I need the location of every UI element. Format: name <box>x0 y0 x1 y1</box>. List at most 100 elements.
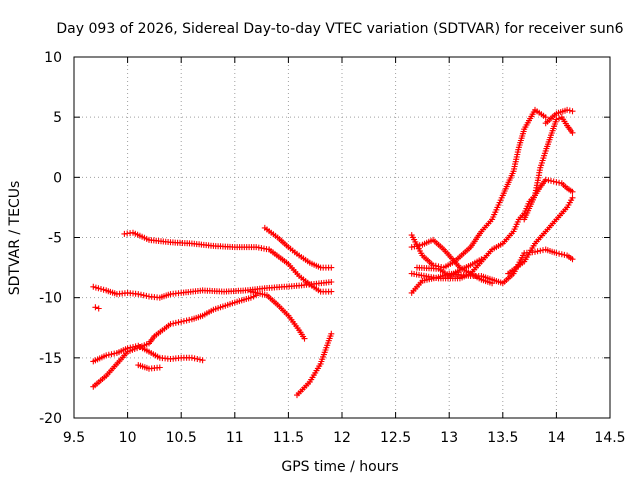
data-point-plus <box>103 352 110 359</box>
series-line <box>92 294 257 388</box>
data-point-plus <box>430 262 437 269</box>
series-arc-f <box>247 288 308 342</box>
data-point-plus <box>100 286 107 293</box>
data-point-plus <box>130 344 136 350</box>
data-point-plus <box>197 356 203 363</box>
data-point-plus <box>328 288 335 295</box>
data-point-plus <box>569 194 576 201</box>
series-arc-a <box>121 229 273 253</box>
data-point-plus <box>556 179 563 186</box>
data-point-plus <box>172 319 179 326</box>
series-arc-e <box>90 292 260 390</box>
x-tick-label: 13.5 <box>487 430 518 446</box>
x-tick-label: 14.5 <box>594 430 625 446</box>
data-point-plus <box>553 116 560 123</box>
data-point-plus <box>545 177 552 184</box>
data-point-plus <box>186 316 193 323</box>
series-arc-g <box>90 342 206 365</box>
x-tick-label: 10 <box>119 430 137 446</box>
data-point-plus <box>140 292 147 299</box>
data-point-plus <box>569 129 576 136</box>
series-arc-i <box>92 304 102 312</box>
y-axis-label: SDTVAR / TECUs <box>7 181 23 296</box>
data-point-plus <box>569 256 576 263</box>
data-point-plus <box>558 251 565 258</box>
x-axis-label: GPS time / hours <box>281 459 398 475</box>
x-tick-label: 9.5 <box>63 430 85 446</box>
data-point-plus <box>167 321 174 328</box>
data-point-plus <box>556 115 563 122</box>
series-arc-b <box>261 224 335 271</box>
y-tick-labels: -20 -15 -10 -5 0 5 10 <box>39 50 62 427</box>
grid-lines <box>74 57 610 418</box>
data-point-plus <box>199 357 206 364</box>
data-point-plus <box>328 279 335 285</box>
data-point-plus <box>550 178 557 185</box>
data-point-plus <box>138 291 144 298</box>
x-tick-label: 14 <box>547 430 565 446</box>
data-point-plus <box>95 285 102 292</box>
data-point-plus <box>98 286 104 292</box>
series-arc-m <box>408 106 549 271</box>
data-point-plus <box>534 248 541 255</box>
data-point-plus <box>92 304 99 311</box>
x-tick-labels: 9.5 10 10.5 11 11.5 12 12.5 13 13.5 14 14.5 <box>63 430 626 446</box>
series-arc-o <box>414 256 485 279</box>
y-tick-label: 10 <box>44 50 62 66</box>
data-point-plus <box>188 354 195 361</box>
data-point-plus <box>178 318 185 325</box>
data-point-plus <box>191 355 198 362</box>
data-point-plus <box>127 344 134 351</box>
data-point-plus <box>124 345 131 352</box>
data-point-plus <box>95 305 102 312</box>
y-tick-label: -20 <box>39 411 62 427</box>
data-point-plus <box>105 351 112 358</box>
x-tick-label: 12.5 <box>380 430 411 446</box>
y-tick-label: -5 <box>48 231 62 247</box>
data-point-plus <box>548 177 554 184</box>
data-point-plus <box>569 188 576 195</box>
series-arc-d <box>90 279 335 301</box>
data-point-plus <box>328 330 335 337</box>
series-arc-p <box>408 176 576 282</box>
y-tick-label: -15 <box>39 351 62 367</box>
data-point-plus <box>183 317 190 324</box>
x-tick-label: 13 <box>440 430 458 446</box>
data-point-plus <box>566 107 573 114</box>
data-point-plus <box>532 248 538 255</box>
data-point-plus <box>569 108 576 115</box>
x-tick-label: 11 <box>226 430 244 446</box>
data-point-plus <box>542 114 549 121</box>
data-series <box>90 106 576 399</box>
data-point-plus <box>553 250 560 257</box>
data-point-plus <box>135 291 142 298</box>
data-point-plus <box>561 251 568 258</box>
x-tick-label: 10.5 <box>166 430 197 446</box>
data-point-plus <box>175 319 182 326</box>
data-point-plus <box>542 176 549 183</box>
data-point-plus <box>132 343 139 350</box>
x-tick-label: 11.5 <box>273 430 304 446</box>
data-point-plus <box>537 247 544 254</box>
y-tick-label: 0 <box>53 170 62 186</box>
series-arc-j <box>294 330 335 399</box>
data-point-plus <box>556 250 563 257</box>
data-point-plus <box>247 294 254 301</box>
data-point-plus <box>170 320 177 327</box>
data-point-plus <box>553 179 560 186</box>
x-tick-label: 12 <box>333 430 351 446</box>
y-tick-label: -10 <box>39 291 62 307</box>
data-point-plus <box>328 264 335 271</box>
plot-frame <box>73 56 611 419</box>
series-line <box>250 291 306 339</box>
data-point-plus <box>194 356 201 362</box>
data-point-plus <box>90 283 97 290</box>
data-point-plus <box>301 335 308 342</box>
series-arc-q <box>505 194 576 277</box>
data-point-plus <box>111 350 118 357</box>
data-point-plus <box>108 351 115 358</box>
data-point-plus <box>408 244 415 251</box>
series-arc-n <box>542 106 576 127</box>
chart-title: Day 093 of 2026, Sidereal Day-to-day VTE… <box>56 21 623 37</box>
